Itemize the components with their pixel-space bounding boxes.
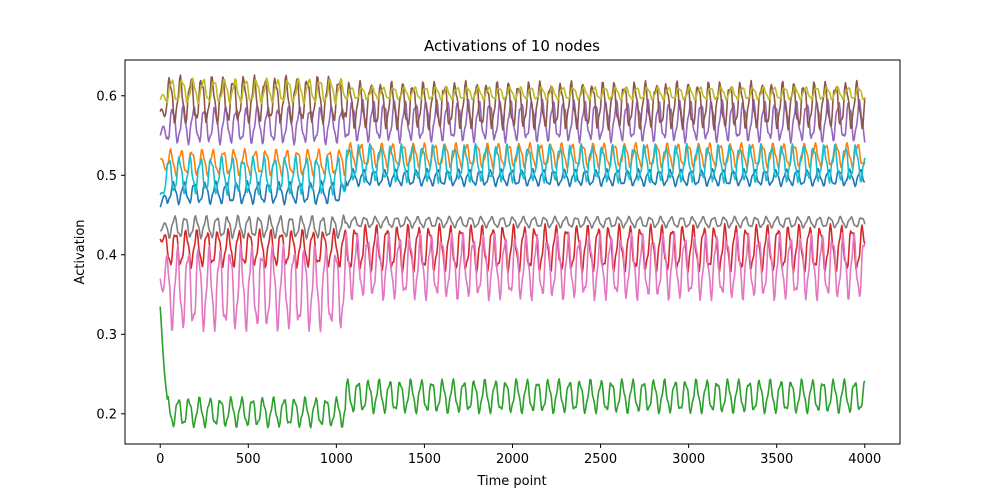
series-line-node-8 [159,214,866,240]
series-line-node-9 [159,77,866,105]
y-tick-label: 0.2 [96,407,117,422]
x-tick-label: 4000 [848,452,881,467]
x-axis-label: Time point [476,474,546,489]
chart-title: Activations of 10 nodes [424,37,600,55]
x-tick-label: 1000 [320,452,353,467]
x-tick-label: 2500 [584,452,617,467]
x-tick-label: 3500 [760,452,793,467]
series-layer [159,74,866,429]
y-tick-label: 0.3 [96,328,117,343]
series-line-node-5 [159,98,866,146]
plot-frame [124,59,901,445]
y-tick-label: 0.5 [96,169,117,184]
series-line-node-10 [159,142,866,196]
y-axis-label: Activation [73,219,88,284]
x-tick-label: 500 [236,452,261,467]
x-tick-label: 0 [156,452,164,467]
y-tick-label: 0.6 [96,89,117,104]
series-line-node-7 [159,232,866,333]
x-axis-ticks: 0 500 1000 1500 2000 2500 3000 3500 4000 [156,444,881,467]
series-line-node-4 [159,223,866,274]
series-line-node-3 [159,306,866,429]
y-axis-ticks: 0.2 0.3 0.4 0.5 0.6 [96,89,125,422]
x-tick-label: 2000 [496,452,529,467]
x-tick-label: 3000 [672,452,705,467]
series-line-node-6 [159,74,866,131]
x-tick-label: 1500 [408,452,441,467]
y-tick-label: 0.4 [96,248,117,263]
